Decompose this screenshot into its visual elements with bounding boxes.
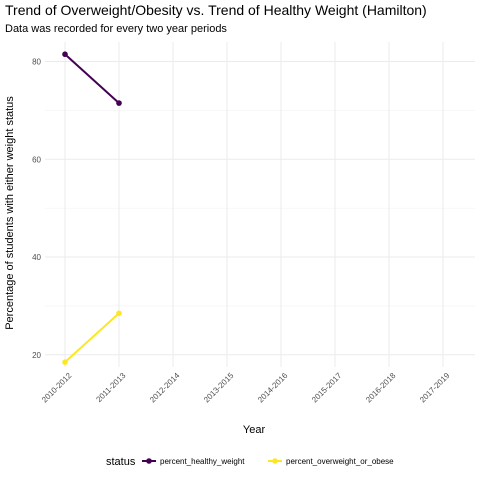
legend-item: percent_healthy_weight — [142, 457, 245, 466]
series-percent_healthy_weight — [62, 51, 122, 106]
x-tick-label: 2012-2014 — [148, 371, 182, 405]
y-tick-label: 60 — [32, 155, 41, 164]
series-percent_overweight_or_obese — [62, 310, 122, 365]
x-tick-label: 2014-2016 — [256, 371, 290, 405]
chart-title: Trend of Overweight/Obesity vs. Trend of… — [5, 2, 427, 18]
legend-swatch-point — [272, 458, 278, 464]
x-axis-title: Year — [243, 424, 266, 436]
legend: status percent_healthy_weight percent_ove… — [106, 456, 394, 468]
x-tick-label: 2010-2012 — [40, 371, 74, 405]
legend-label: percent_overweight_or_obese — [286, 457, 394, 466]
y-axis-ticks: 20 40 60 80 — [32, 58, 41, 360]
data-point — [116, 310, 122, 317]
x-tick-label: 2011-2013 — [94, 371, 127, 404]
x-tick-label: 2013-2015 — [202, 371, 236, 405]
chart-subtitle: Data was recorded for every two year per… — [5, 23, 227, 35]
data-point — [62, 51, 68, 58]
legend-title: status — [106, 456, 136, 468]
legend-label: percent_healthy_weight — [160, 457, 245, 466]
legend-item: percent_overweight_or_obese — [268, 457, 394, 466]
grid — [45, 42, 475, 367]
y-tick-label: 20 — [32, 351, 41, 360]
y-axis-title: Percentage of students with either weigh… — [4, 96, 16, 330]
x-tick-label: 2015-2017 — [310, 371, 344, 405]
y-tick-label: 40 — [32, 253, 41, 262]
x-axis-ticks: 2010-2012 2011-2013 2012-2014 2013-2015 2014… — [40, 371, 452, 405]
x-tick-label: 2017-2019 — [418, 371, 452, 405]
series-line — [64, 53, 120, 104]
y-tick-label: 80 — [32, 58, 41, 67]
data-point — [62, 359, 68, 365]
data-point — [116, 100, 122, 106]
legend-swatch-point — [146, 458, 152, 464]
series-line — [64, 312, 120, 363]
x-tick-label: 2016-2018 — [364, 371, 398, 405]
series-layer — [62, 51, 122, 365]
